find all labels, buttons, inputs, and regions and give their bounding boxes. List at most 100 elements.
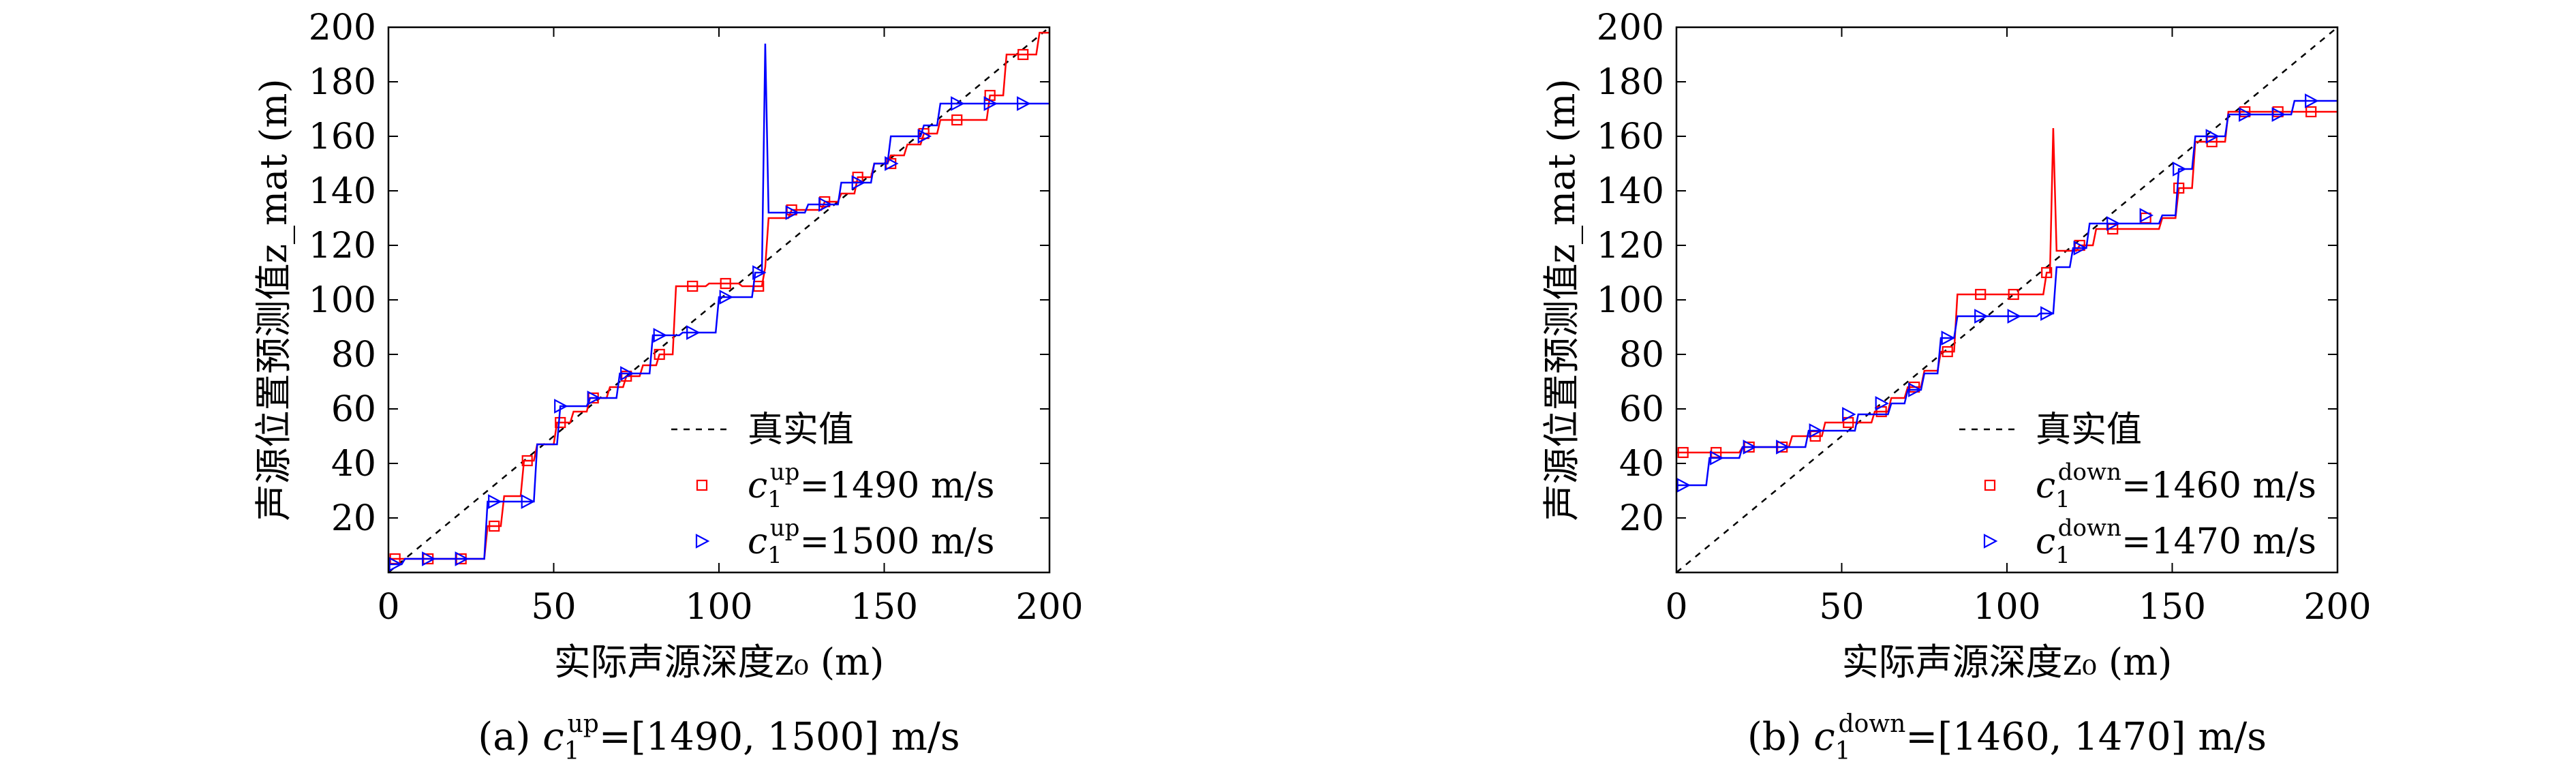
data-point-square: [951, 114, 963, 126]
legend-swatch-triangle: [695, 534, 710, 549]
legend-series-label-1: c1up=1490 m/s: [748, 459, 994, 513]
data-point-triangle: [653, 328, 668, 343]
panel-b: 0 50 100 150 200 20 40 60 80 100 120 140 160 180 200 真实…: [1540, 7, 2372, 765]
legend-swatch-square: [1984, 479, 1996, 491]
y-tick-label: 20: [331, 498, 376, 539]
data-point-square: [521, 455, 533, 467]
legend-series-label-2: c1up=1500 m/s: [748, 515, 994, 569]
plot-frame: [387, 26, 1051, 574]
data-point-triangle: [488, 494, 502, 509]
reference-line: [388, 27, 1049, 572]
data-point-triangle: [2239, 107, 2253, 122]
x-tick-label: 200: [1015, 587, 1083, 628]
y-tick-label: 80: [331, 335, 376, 376]
data-point-triangle: [818, 197, 833, 212]
y-axis-label: 声源位置预测值z_mat (m): [252, 78, 295, 521]
data-point-triangle: [1017, 96, 1031, 111]
plot-area: [1676, 27, 2337, 572]
data-point-triangle: [2305, 93, 2319, 108]
legend-reference-label: 真实值: [748, 410, 854, 450]
x-tick-label: 0: [377, 587, 399, 628]
panel-a: 0 50 100 150 200 20 40 60 80 100 120 140 160 180 200 真实…: [252, 7, 1084, 765]
y-tick-label: 180: [309, 62, 376, 103]
data-point-triangle: [951, 96, 965, 111]
data-point-triangle: [719, 290, 734, 305]
panel-caption: (b) c1down=[1460, 1470] m/s: [1747, 710, 2267, 765]
y-tick-label: 160: [309, 117, 376, 157]
x-tick-label: 200: [2303, 587, 2371, 628]
y-tick-label: 120: [1597, 226, 1664, 266]
data-point-triangle: [851, 175, 866, 190]
x-axis-label: 实际声源深度z₀ (m): [1842, 641, 2173, 684]
legend-swatch-square: [696, 479, 708, 491]
panel-caption: (a) c1up=[1490, 1500] m/s: [478, 710, 960, 765]
data-point-square: [2008, 288, 2019, 301]
data-point-triangle: [1776, 440, 1790, 455]
data-point-triangle: [1710, 450, 1724, 465]
data-point-square: [1942, 346, 1953, 358]
x-axis-label: 实际声源深度z₀ (m): [554, 641, 885, 684]
y-tick-label: 20: [1619, 498, 1664, 539]
y-tick-label: 140: [309, 171, 376, 212]
data-point-triangle: [422, 551, 436, 566]
y-tick-label: 80: [1619, 335, 1664, 376]
y-tick-label: 60: [1619, 389, 1664, 430]
data-point-triangle: [2040, 306, 2055, 321]
data-point-triangle: [1809, 423, 1824, 438]
legend-swatch-triangle: [1983, 534, 1998, 549]
plot-frame: [1675, 26, 2339, 574]
legend-reference-label: 真实值: [2036, 410, 2142, 450]
data-point-square: [1975, 288, 1987, 301]
data-point-triangle: [1676, 478, 1691, 493]
series-line-1: [1676, 110, 2337, 454]
data-point-square: [720, 277, 731, 290]
legend-series-label-1: c1down=1460 m/s: [2036, 459, 2316, 513]
data-point-triangle: [2073, 241, 2088, 256]
data-point-square: [654, 348, 665, 361]
y-tick-label: 180: [1597, 62, 1664, 103]
data-point-square: [2305, 106, 2317, 118]
y-tick-label: 60: [331, 389, 376, 430]
data-point-square: [2041, 266, 2053, 279]
data-point-triangle: [1875, 396, 1890, 411]
data-point-triangle: [686, 325, 701, 340]
y-tick-label: 120: [309, 226, 376, 266]
x-tick-label: 100: [1973, 587, 2040, 628]
data-point-triangle: [2173, 162, 2187, 177]
x-tick-label: 100: [685, 587, 752, 628]
data-point-triangle: [455, 551, 470, 566]
data-point-square: [1017, 48, 1029, 61]
y-tick-label: 100: [309, 280, 376, 321]
series-line-2: [388, 43, 1049, 566]
data-point-triangle: [1974, 309, 1989, 324]
data-point-square: [687, 280, 699, 292]
data-point-triangle: [2007, 309, 2022, 324]
data-point-triangle: [1842, 407, 1856, 422]
y-tick-label: 40: [331, 444, 376, 485]
plot-area: [388, 27, 1049, 572]
data-point-triangle: [388, 557, 403, 572]
data-point-square: [1677, 446, 1689, 459]
y-tick-label: 40: [1619, 444, 1664, 485]
data-point-triangle: [885, 156, 899, 171]
data-point-square: [489, 520, 500, 532]
data-point-triangle: [587, 390, 602, 405]
data-point-triangle: [917, 129, 932, 144]
legend-series-label-2: c1down=1470 m/s: [2036, 515, 2316, 569]
data-point-triangle: [2205, 129, 2220, 144]
data-point-triangle: [983, 96, 998, 111]
y-tick-label: 100: [1597, 280, 1664, 321]
data-point-triangle: [2139, 208, 2154, 223]
x-tick-label: 150: [2138, 587, 2206, 628]
data-point-triangle: [785, 205, 800, 220]
y-tick-label: 200: [1597, 7, 1664, 48]
data-point-triangle: [1941, 331, 1956, 346]
y-axis-label: 声源位置预测值z_mat (m): [1540, 78, 1583, 521]
data-point-triangle: [752, 265, 767, 280]
data-point-triangle: [554, 399, 568, 414]
y-tick-label: 160: [1597, 117, 1664, 157]
data-point-triangle: [2271, 107, 2286, 122]
data-point-triangle: [1908, 382, 1922, 397]
series-line-2: [1676, 99, 2337, 487]
